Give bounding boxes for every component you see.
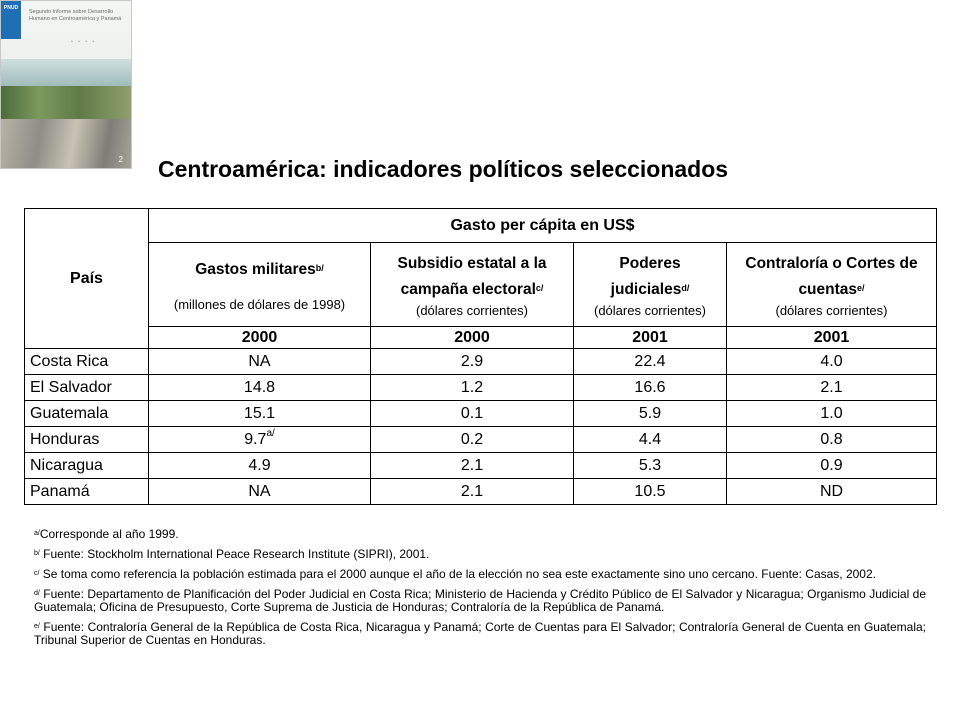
value-cell: 1.2 bbox=[370, 374, 574, 401]
footnote-text: Se toma como referencia la población est… bbox=[39, 567, 876, 581]
value-cell: 2.1 bbox=[370, 452, 574, 479]
value-cell: ND bbox=[726, 478, 937, 505]
col-year: 2001 bbox=[573, 326, 727, 349]
note-ref: e/ bbox=[857, 283, 865, 293]
col-military-unit: (millones de dólares de 1998) bbox=[173, 297, 346, 312]
footnote-text: Fuente: Stockholm International Peace Re… bbox=[39, 547, 430, 561]
col-year: 2001 bbox=[726, 326, 937, 349]
footnotes: a/Corresponde al año 1999. b/ Fuente: St… bbox=[34, 528, 926, 654]
col-campaign-label-1: Subsidio estatal a la bbox=[397, 255, 547, 272]
footnote-mark: e/ bbox=[34, 623, 40, 630]
undp-logo: PNUD bbox=[1, 1, 21, 39]
value-cell: 15.1 bbox=[148, 400, 371, 427]
note-ref: a/ bbox=[266, 427, 275, 439]
value-cell: 22.4 bbox=[573, 348, 727, 375]
value-cell: 2.1 bbox=[726, 374, 937, 401]
footnote-text: Fuente: Departamento de Planificación de… bbox=[34, 587, 926, 614]
footnote: b/ Fuente: Stockholm International Peace… bbox=[34, 548, 926, 561]
footnote: c/ Se toma como referencia la población … bbox=[34, 568, 926, 581]
footnote: e/ Fuente: Contraloría General de la Rep… bbox=[34, 621, 926, 647]
cover-page-number: 2 bbox=[118, 155, 123, 164]
footnote: a/Corresponde al año 1999. bbox=[34, 528, 926, 541]
footnote-text: Corresponde al año 1999. bbox=[39, 527, 179, 541]
col-audit-unit: (dólares corrientes) bbox=[775, 303, 888, 318]
cover-title: Segundo Informe sobre Desarrollo Humano … bbox=[29, 9, 122, 22]
value-cell: 0.9 bbox=[726, 452, 937, 479]
value-cell: 5.9 bbox=[573, 400, 727, 427]
value-cell: 0.8 bbox=[726, 426, 937, 453]
col-judicial-header: Poderes judicialesd/ (dólares corrientes… bbox=[573, 242, 727, 327]
value-cell: 2.9 bbox=[370, 348, 574, 375]
table-row: Honduras 9.7a/ 0.2 4.4 0.8 bbox=[24, 426, 937, 453]
country-cell: Panamá bbox=[24, 478, 149, 505]
col-military-header: Gastos militaresb/ (millones de dólares … bbox=[148, 242, 371, 327]
col-audit-label-2: cuentas bbox=[798, 281, 858, 298]
footnote-mark: a/ bbox=[34, 530, 40, 537]
footnote-mark: c/ bbox=[34, 570, 40, 577]
value-cell: 2.1 bbox=[370, 478, 574, 505]
value-cell: NA bbox=[148, 478, 371, 505]
value-cell: 1.0 bbox=[726, 400, 937, 427]
table-row: Panamá NA 2.1 10.5 ND bbox=[24, 478, 937, 505]
note-ref: b/ bbox=[315, 263, 324, 273]
value-cell: 14.8 bbox=[148, 374, 371, 401]
col-audit-header: Contraloría o Cortes de cuentase/ (dólar… bbox=[726, 242, 937, 327]
page-title: Centroamérica: indicadores políticos sel… bbox=[158, 156, 729, 182]
cover-sky bbox=[1, 59, 131, 89]
value-cell: NA bbox=[148, 348, 371, 375]
report-cover-thumbnail: PNUD Segundo Informe sobre Desarrollo Hu… bbox=[0, 0, 132, 169]
country-cell: Nicaragua bbox=[24, 452, 149, 479]
col-campaign-label-2: campaña electoral bbox=[400, 281, 536, 298]
country-cell: Honduras bbox=[24, 426, 149, 453]
country-cell: Costa Rica bbox=[24, 348, 149, 375]
table-row: Nicaragua 4.9 2.1 5.3 0.9 bbox=[24, 452, 937, 479]
note-ref: c/ bbox=[535, 283, 544, 293]
col-military-label: Gastos militares bbox=[195, 261, 316, 278]
indicators-table: País Gasto per cápita en US$ Gastos mili… bbox=[24, 208, 937, 505]
country-cell: El Salvador bbox=[24, 374, 149, 401]
col-judicial-label-2: judiciales bbox=[610, 281, 682, 298]
value-cell: 5.3 bbox=[573, 452, 727, 479]
footnote-mark: d/ bbox=[34, 590, 40, 597]
footnote-mark: b/ bbox=[34, 550, 40, 557]
group-header: Gasto per cápita en US$ bbox=[148, 208, 937, 243]
cover-road bbox=[1, 119, 131, 168]
col-year: 2000 bbox=[148, 326, 371, 349]
value-cell: 4.4 bbox=[573, 426, 727, 453]
value-cell: 4.9 bbox=[148, 452, 371, 479]
cover-dots: • • • • bbox=[71, 39, 97, 45]
value-cell: 4.0 bbox=[726, 348, 937, 375]
value-cell: 10.5 bbox=[573, 478, 727, 505]
col-judicial-label-1: Poderes bbox=[619, 255, 681, 272]
country-cell: Guatemala bbox=[24, 400, 149, 427]
value-text: 9.7 bbox=[244, 430, 267, 448]
table-row: Guatemala 15.1 0.1 5.9 1.0 bbox=[24, 400, 937, 427]
col-campaign-header: Subsidio estatal a la campaña electoralc… bbox=[370, 242, 574, 327]
value-cell: 9.7a/ bbox=[148, 426, 371, 453]
table-row: Costa Rica NA 2.9 22.4 4.0 bbox=[24, 348, 937, 375]
col-campaign-unit: (dólares corrientes) bbox=[416, 303, 528, 318]
value-cell: 0.2 bbox=[370, 426, 574, 453]
col-judicial-unit: (dólares corrientes) bbox=[594, 303, 706, 318]
country-header: País bbox=[24, 208, 149, 349]
value-cell: 0.1 bbox=[370, 400, 574, 427]
footnote: d/ Fuente: Departamento de Planificación… bbox=[34, 588, 926, 614]
undp-logo-text: PNUD bbox=[3, 5, 19, 11]
col-audit-label-1: Contraloría o Cortes de bbox=[745, 255, 918, 272]
col-year: 2000 bbox=[370, 326, 574, 349]
value-cell: 16.6 bbox=[573, 374, 727, 401]
note-ref: d/ bbox=[681, 283, 690, 293]
footnote-text: Fuente: Contraloría General de la Repúbl… bbox=[34, 620, 926, 647]
table-row: El Salvador 14.8 1.2 16.6 2.1 bbox=[24, 374, 937, 401]
